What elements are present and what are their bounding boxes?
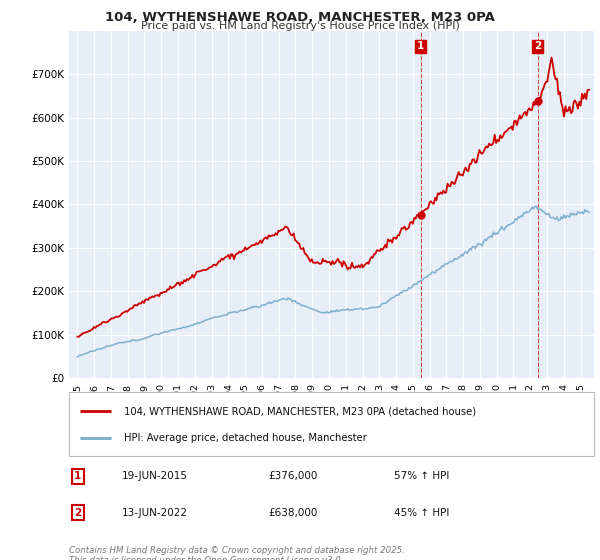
- Text: 45% ↑ HPI: 45% ↑ HPI: [395, 507, 450, 517]
- Text: 104, WYTHENSHAWE ROAD, MANCHESTER, M23 0PA (detached house): 104, WYTHENSHAWE ROAD, MANCHESTER, M23 0…: [124, 407, 476, 416]
- Text: 1: 1: [74, 472, 82, 482]
- Text: 13-JUN-2022: 13-JUN-2022: [121, 507, 187, 517]
- Text: 2: 2: [534, 41, 541, 52]
- Text: 57% ↑ HPI: 57% ↑ HPI: [395, 472, 450, 482]
- Text: 2: 2: [74, 507, 82, 517]
- Text: £638,000: £638,000: [269, 507, 318, 517]
- Text: 104, WYTHENSHAWE ROAD, MANCHESTER, M23 0PA: 104, WYTHENSHAWE ROAD, MANCHESTER, M23 0…: [105, 11, 495, 24]
- Text: 1: 1: [417, 41, 424, 52]
- Text: 19-JUN-2015: 19-JUN-2015: [121, 472, 187, 482]
- Text: Contains HM Land Registry data © Crown copyright and database right 2025.
This d: Contains HM Land Registry data © Crown c…: [69, 546, 405, 560]
- Text: £376,000: £376,000: [269, 472, 318, 482]
- Text: HPI: Average price, detached house, Manchester: HPI: Average price, detached house, Manc…: [124, 433, 367, 444]
- Text: Price paid vs. HM Land Registry's House Price Index (HPI): Price paid vs. HM Land Registry's House …: [140, 21, 460, 31]
